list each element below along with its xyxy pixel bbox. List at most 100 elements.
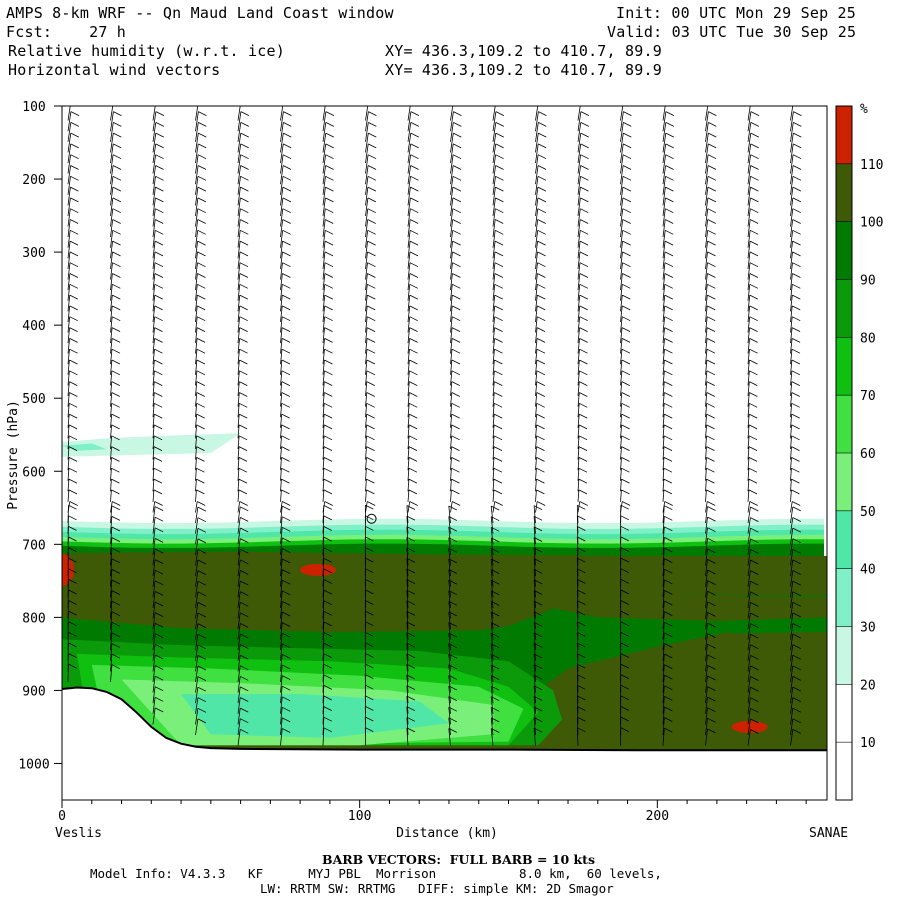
wind-barb-tick xyxy=(240,538,249,543)
wind-barb-tick xyxy=(406,515,416,521)
wind-barb xyxy=(110,622,113,640)
wind-barb xyxy=(833,328,835,344)
wind-barb xyxy=(705,424,707,439)
wind-barb-tick xyxy=(410,186,419,192)
wind-barb-tick xyxy=(112,262,121,268)
wind-barb-tick xyxy=(665,122,674,127)
colorbar-label: 30 xyxy=(860,621,876,636)
wind-barb-tick xyxy=(281,457,290,462)
wind-barb xyxy=(195,612,199,630)
wind-barb xyxy=(747,506,751,524)
wind-barb xyxy=(365,359,368,375)
wind-barb-tick xyxy=(577,568,586,574)
wind-barb-tick xyxy=(791,446,800,451)
wind-barb xyxy=(406,685,409,704)
wind-barb xyxy=(535,197,539,216)
wind-barb xyxy=(322,457,325,471)
wind-barb-tick xyxy=(578,446,588,451)
wind-barb-tick xyxy=(154,654,164,660)
wind-barb xyxy=(747,327,750,344)
wind-barb-tick xyxy=(621,327,631,332)
wind-barb xyxy=(152,262,156,280)
wind-barb xyxy=(833,718,835,735)
wind-barb-tick xyxy=(620,716,629,722)
wind-barb-tick xyxy=(326,101,334,105)
wind-barb xyxy=(110,230,114,248)
wind-barb xyxy=(577,241,581,259)
wind-barb-tick xyxy=(155,197,164,203)
wind-barb xyxy=(747,517,751,534)
wind-barb xyxy=(662,122,667,142)
wind-barb xyxy=(535,327,538,344)
wind-barb xyxy=(790,623,794,640)
wind-barb xyxy=(280,197,284,216)
wind-barb-tick xyxy=(368,111,377,116)
wind-barb-tick xyxy=(793,132,802,138)
wind-barb xyxy=(110,403,113,418)
wind-barb-tick xyxy=(750,549,759,554)
wind-barb xyxy=(620,349,623,365)
wind-barb xyxy=(237,612,241,630)
wind-barb xyxy=(365,295,368,312)
wind-barb-tick xyxy=(282,305,291,311)
wind-barb xyxy=(322,446,325,460)
wind-barb-tick xyxy=(112,294,121,300)
fcst-label: Fcst: xyxy=(6,23,53,41)
wind-barb xyxy=(833,708,835,725)
wind-barb xyxy=(492,273,496,291)
wind-barb xyxy=(407,392,410,407)
wind-barb-tick xyxy=(410,111,420,116)
wind-barb-tick xyxy=(154,251,164,257)
wind-barb xyxy=(620,154,624,174)
y-tick-label: 200 xyxy=(22,173,45,188)
wind-barb xyxy=(365,457,367,471)
wind-barb-tick xyxy=(707,696,716,702)
wind-barb-tick xyxy=(69,370,78,376)
wind-barb-tick xyxy=(491,675,500,680)
wind-barb xyxy=(237,381,240,397)
wind-barb xyxy=(490,633,494,651)
wind-barb-tick xyxy=(491,632,500,638)
colorbar-bin xyxy=(836,337,852,396)
wind-barb xyxy=(365,501,368,513)
wind-barb xyxy=(322,165,326,185)
wind-barb-tick xyxy=(707,506,716,511)
wind-barb xyxy=(448,707,451,725)
wind-barb-tick xyxy=(154,633,164,639)
wind-barb-tick xyxy=(409,413,418,419)
wind-barb-tick xyxy=(620,515,629,521)
wind-barb xyxy=(280,479,282,492)
wind-barb xyxy=(407,349,410,365)
wind-barb xyxy=(67,468,70,481)
colorbar-label: 110 xyxy=(860,158,883,173)
wind-barb-tick xyxy=(448,505,457,511)
wind-barb xyxy=(535,489,537,502)
wind-barb-tick xyxy=(153,435,163,441)
wind-barb-tick xyxy=(409,240,419,246)
wind-barb-tick xyxy=(664,413,673,419)
wind-barb xyxy=(67,414,70,428)
wind-barb-tick xyxy=(621,359,631,365)
valid-time: Valid: 03 UTC Tue 30 Sep 25 xyxy=(607,23,857,41)
wind-barb xyxy=(833,502,835,513)
wind-barb-tick xyxy=(154,273,164,278)
wind-barb-tick xyxy=(409,327,418,332)
wind-barb-tick xyxy=(622,219,631,224)
wind-barb-tick xyxy=(406,589,416,595)
x-axis-label: Distance (km) xyxy=(396,826,498,841)
wind-barb xyxy=(322,717,325,736)
wind-barb xyxy=(322,295,326,312)
wind-barb-tick xyxy=(366,402,375,408)
wind-barb-tick xyxy=(620,631,629,637)
wind-barb xyxy=(110,208,114,227)
wind-barb-tick xyxy=(620,536,629,542)
wind-barb xyxy=(365,414,368,428)
wind-barb-tick xyxy=(663,424,673,430)
wind-barb-tick xyxy=(240,175,249,181)
wind-barb-tick xyxy=(537,316,546,322)
wind-barb-tick xyxy=(238,457,248,462)
wind-barb-tick xyxy=(791,348,801,354)
wind-barb xyxy=(237,176,241,195)
wind-barb-tick xyxy=(197,175,207,181)
wind-barb xyxy=(577,435,580,450)
